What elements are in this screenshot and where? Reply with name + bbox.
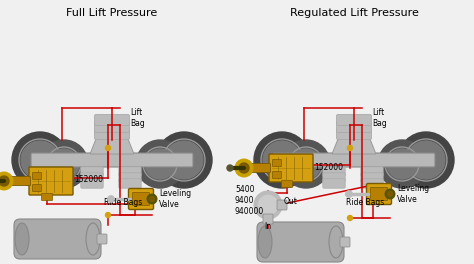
- FancyBboxPatch shape: [361, 167, 383, 176]
- Circle shape: [239, 163, 249, 173]
- Circle shape: [147, 194, 157, 204]
- FancyBboxPatch shape: [277, 200, 287, 210]
- Text: In: In: [264, 222, 272, 231]
- Text: Lift
Bag: Lift Bag: [130, 108, 145, 128]
- FancyBboxPatch shape: [361, 179, 383, 188]
- Circle shape: [136, 140, 184, 188]
- Circle shape: [12, 132, 68, 188]
- Circle shape: [291, 149, 321, 179]
- Circle shape: [40, 140, 88, 188]
- FancyBboxPatch shape: [323, 173, 345, 182]
- FancyBboxPatch shape: [94, 115, 129, 125]
- Circle shape: [165, 141, 203, 179]
- Ellipse shape: [86, 223, 100, 255]
- Circle shape: [388, 191, 392, 196]
- Circle shape: [282, 140, 330, 188]
- FancyBboxPatch shape: [119, 167, 141, 176]
- Circle shape: [0, 172, 13, 190]
- Circle shape: [108, 196, 115, 202]
- FancyBboxPatch shape: [94, 121, 129, 133]
- Text: Ride Bags: Ride Bags: [346, 198, 384, 207]
- FancyBboxPatch shape: [81, 173, 103, 182]
- Circle shape: [227, 165, 233, 171]
- Circle shape: [254, 132, 310, 188]
- FancyBboxPatch shape: [42, 194, 53, 200]
- Circle shape: [385, 189, 395, 199]
- FancyBboxPatch shape: [29, 167, 73, 195]
- Circle shape: [145, 149, 175, 179]
- Text: Leveling
Valve: Leveling Valve: [159, 189, 191, 209]
- FancyBboxPatch shape: [323, 179, 345, 188]
- Circle shape: [21, 141, 59, 179]
- Text: 152000: 152000: [314, 163, 343, 172]
- Circle shape: [398, 132, 454, 188]
- FancyBboxPatch shape: [81, 167, 103, 176]
- Circle shape: [149, 196, 155, 201]
- Text: 152000: 152000: [74, 176, 103, 185]
- Circle shape: [156, 132, 212, 188]
- Circle shape: [49, 149, 79, 179]
- Circle shape: [258, 195, 278, 215]
- FancyBboxPatch shape: [97, 234, 107, 244]
- Text: Full Lift Pressure: Full Lift Pressure: [66, 8, 158, 18]
- Polygon shape: [90, 134, 134, 154]
- FancyBboxPatch shape: [340, 237, 350, 247]
- FancyBboxPatch shape: [14, 219, 101, 259]
- FancyBboxPatch shape: [263, 214, 273, 224]
- Circle shape: [106, 145, 110, 150]
- Circle shape: [347, 215, 353, 220]
- FancyBboxPatch shape: [282, 181, 292, 187]
- FancyBboxPatch shape: [31, 153, 193, 167]
- FancyBboxPatch shape: [119, 173, 141, 182]
- Circle shape: [378, 140, 426, 188]
- FancyBboxPatch shape: [337, 129, 372, 139]
- FancyBboxPatch shape: [323, 167, 345, 176]
- FancyBboxPatch shape: [273, 159, 282, 167]
- FancyBboxPatch shape: [119, 179, 141, 188]
- FancyBboxPatch shape: [94, 129, 129, 139]
- FancyBboxPatch shape: [257, 222, 344, 262]
- Text: Regulated Lift Pressure: Regulated Lift Pressure: [290, 8, 419, 18]
- Circle shape: [407, 141, 445, 179]
- Polygon shape: [332, 134, 376, 154]
- Text: Leveling
Valve: Leveling Valve: [397, 184, 429, 204]
- FancyBboxPatch shape: [273, 153, 435, 167]
- Circle shape: [387, 149, 417, 179]
- Text: 5400
9400
940000: 5400 9400 940000: [235, 185, 264, 216]
- Circle shape: [347, 145, 353, 150]
- Circle shape: [263, 141, 301, 179]
- Circle shape: [346, 191, 353, 197]
- FancyBboxPatch shape: [361, 173, 383, 182]
- Text: Out: Out: [284, 197, 298, 206]
- Circle shape: [254, 191, 282, 219]
- FancyBboxPatch shape: [33, 185, 42, 191]
- FancyBboxPatch shape: [249, 163, 271, 172]
- FancyBboxPatch shape: [33, 172, 42, 180]
- Text: Lift
Bag: Lift Bag: [372, 108, 387, 128]
- FancyBboxPatch shape: [269, 154, 313, 182]
- FancyBboxPatch shape: [366, 183, 392, 205]
- Circle shape: [0, 176, 9, 186]
- Circle shape: [235, 159, 253, 177]
- Text: Ride Bags: Ride Bags: [104, 198, 142, 207]
- Circle shape: [106, 213, 110, 218]
- Ellipse shape: [258, 226, 272, 258]
- FancyBboxPatch shape: [337, 121, 372, 133]
- FancyBboxPatch shape: [371, 187, 388, 200]
- FancyBboxPatch shape: [133, 192, 149, 205]
- Ellipse shape: [15, 223, 29, 255]
- Ellipse shape: [329, 226, 343, 258]
- FancyBboxPatch shape: [9, 177, 30, 186]
- FancyBboxPatch shape: [81, 179, 103, 188]
- FancyBboxPatch shape: [128, 188, 154, 210]
- FancyBboxPatch shape: [273, 172, 282, 178]
- FancyBboxPatch shape: [337, 115, 372, 125]
